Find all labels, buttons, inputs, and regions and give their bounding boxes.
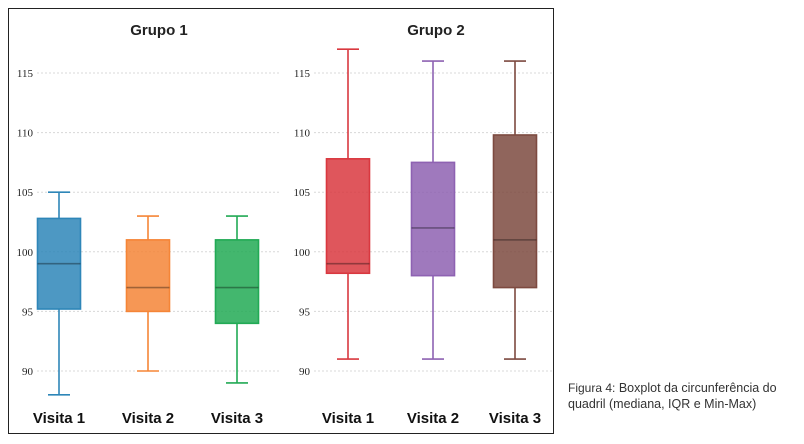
y-tick-label-1-105: 105 (17, 187, 34, 199)
y-tick-label-1-95: 95 (22, 306, 34, 318)
y-tick-label-2-110: 110 (294, 128, 311, 140)
y-tick-label-2-95: 95 (299, 306, 311, 318)
caption-text: Boxplot da circunferência do quadril (me… (568, 381, 777, 411)
panel-title-2: Grupo 2 (407, 22, 465, 39)
y-tick-label-1-115: 115 (17, 68, 34, 80)
x-category-label-2-2: Visita 2 (407, 410, 459, 427)
y-tick-label-1-100: 100 (17, 247, 34, 259)
y-tick-label-2-115: 115 (294, 68, 311, 80)
iqr-box-1-1 (36, 217, 82, 310)
x-category-label-2-1: Visita 1 (322, 410, 374, 427)
x-category-label-1-3: Visita 3 (211, 410, 263, 427)
y-tick-label-2-100: 100 (294, 247, 311, 259)
y-tick-label-1-110: 110 (17, 128, 34, 140)
y-tick-label-2-90: 90 (299, 366, 311, 378)
iqr-box-2-2 (410, 161, 456, 277)
boxplot-chart: Grupo 1 90 95 100 105 110 115 Visita 1 Visita 2 V… (17, 22, 553, 427)
figure-frame: Grupo 1 90 95 100 105 110 115 Visita 1 Visita 2 V… (8, 8, 554, 434)
x-category-label-1-1: Visita 1 (33, 410, 85, 427)
iqr-box-1-3 (214, 239, 260, 325)
x-category-label-1-2: Visita 2 (122, 410, 174, 427)
panel-title-1: Grupo 1 (130, 22, 188, 39)
iqr-box-1-2 (125, 239, 171, 313)
x-category-label-2-3: Visita 3 (489, 410, 541, 427)
iqr-box-2-3 (492, 134, 538, 289)
y-tick-label-1-90: 90 (22, 366, 34, 378)
caption-label: Figura 4: (568, 381, 616, 395)
y-tick-label-2-105: 105 (294, 187, 311, 199)
iqr-box-2-1 (325, 158, 371, 275)
figure-caption: Figura 4: Boxplot da circunferência do q… (568, 380, 804, 412)
